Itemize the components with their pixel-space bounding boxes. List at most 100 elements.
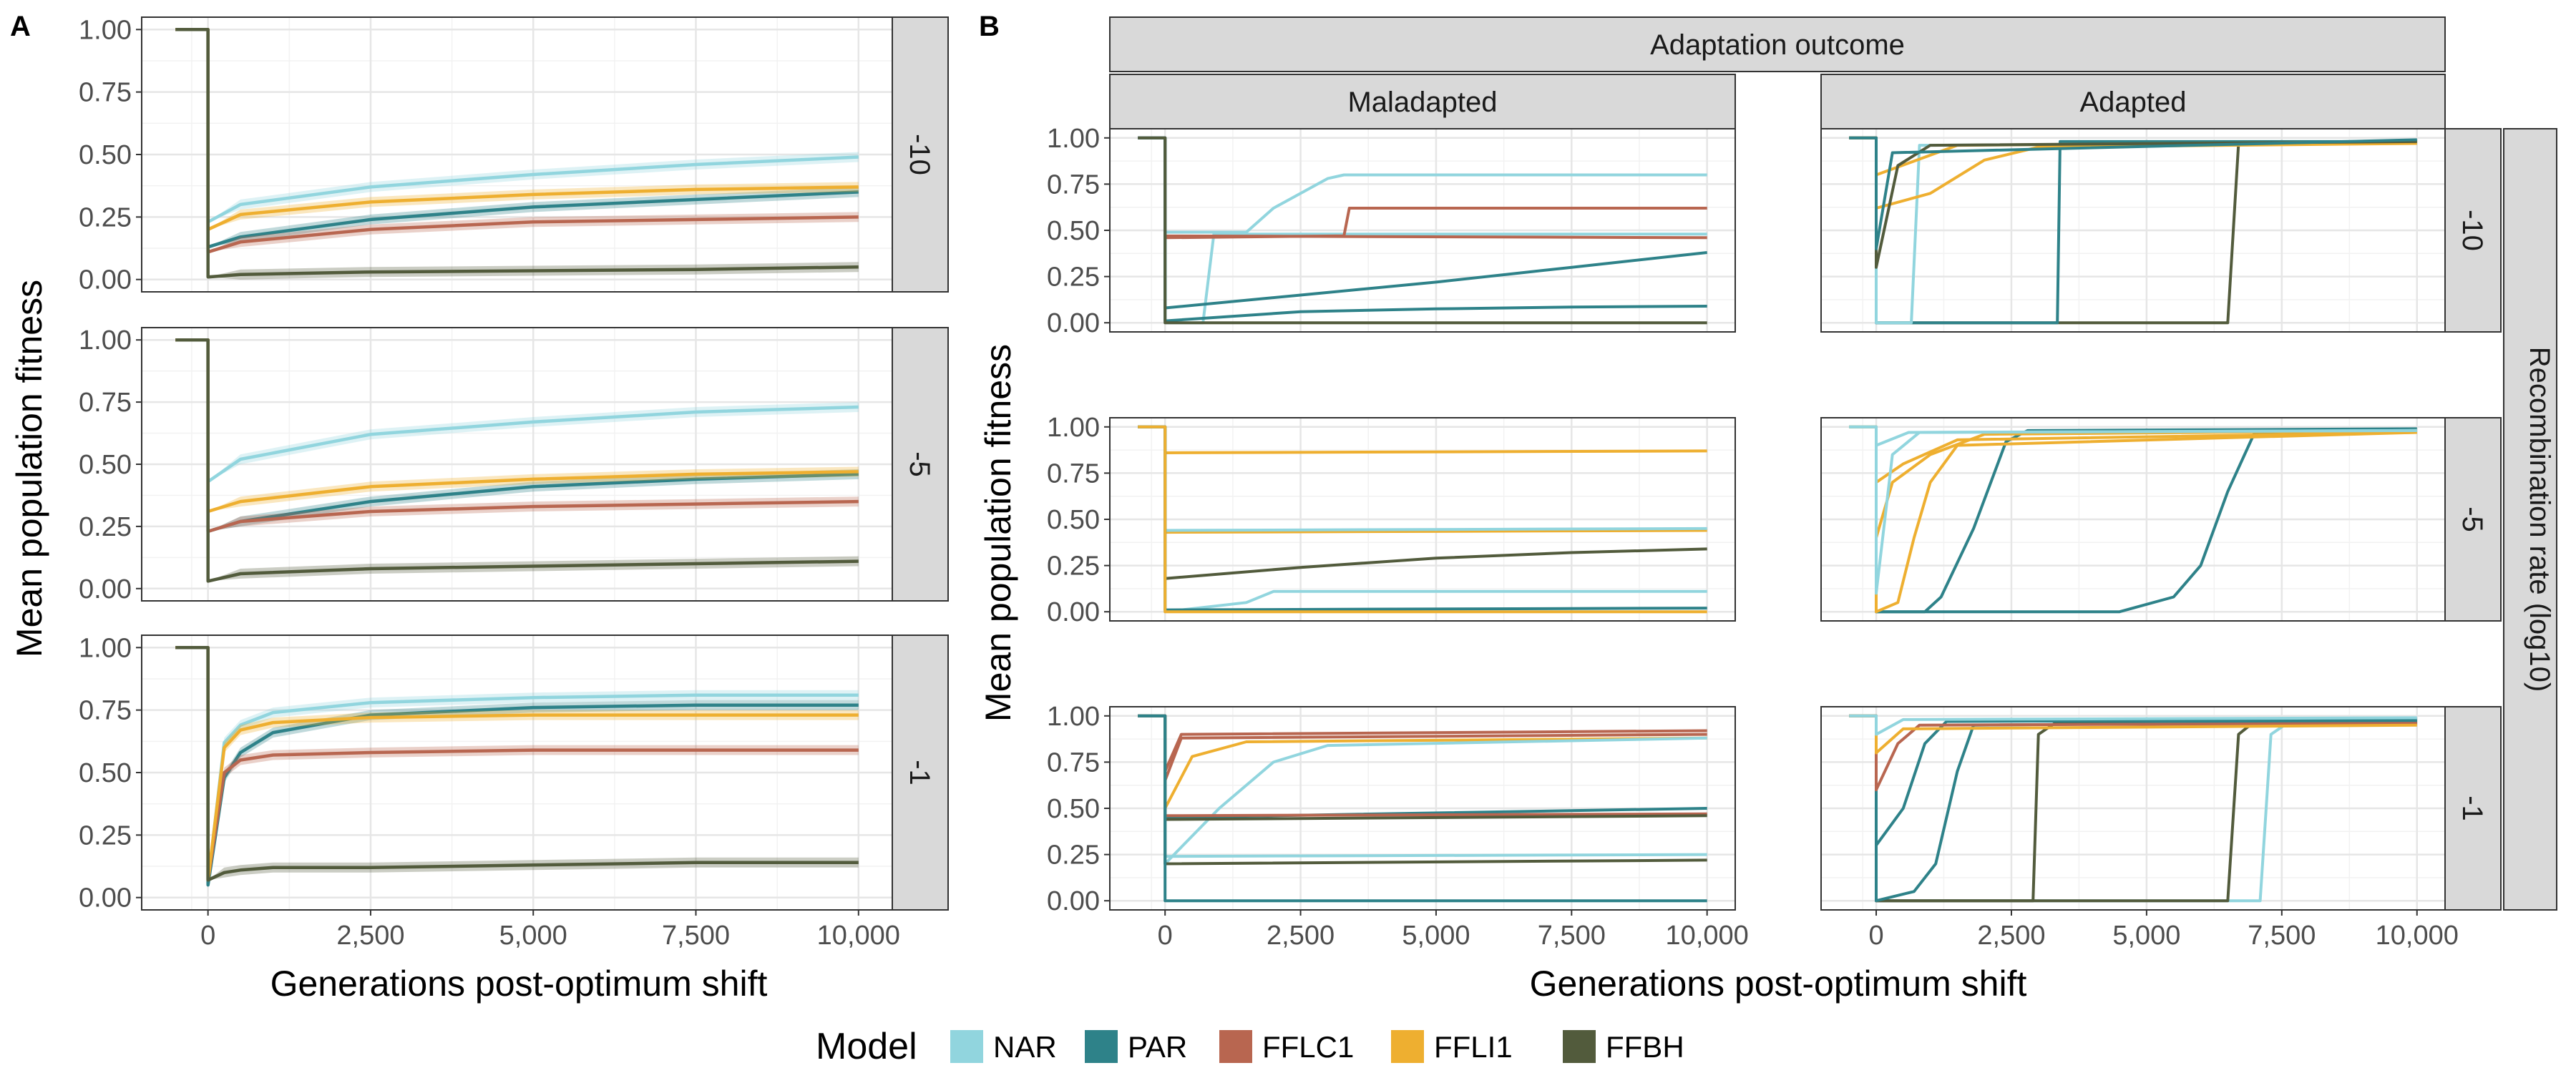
panel-label-a: A <box>10 11 31 42</box>
panel-b-row-strip-2 <box>2444 706 2502 911</box>
series-line-fflc1 <box>1138 136 1707 240</box>
outcome-strip-adapted <box>1820 74 2446 129</box>
series-line-ffli1 <box>1849 425 2417 539</box>
legend-label-par: PAR <box>1128 1030 1187 1064</box>
panel-b-row-strip-0 <box>2444 128 2502 333</box>
series-line-fflc1 <box>175 646 859 882</box>
y-tick-label: 0.00 <box>1047 886 1100 916</box>
y-tick-label: 1.00 <box>1047 702 1100 732</box>
legend-label-ffbh: FFBH <box>1606 1030 1684 1064</box>
x-tick-label: 0 <box>1868 921 1883 951</box>
y-tick-label: 1.00 <box>1047 124 1100 154</box>
y-tick-label: 0.75 <box>1047 748 1100 778</box>
series-line-ffli1 <box>1849 136 2417 210</box>
y-tick-label: 0.00 <box>79 574 132 604</box>
x-tick-label: 10,000 <box>1666 921 1749 951</box>
y-tick-label: 0.75 <box>1047 170 1100 200</box>
x-tick-label: 5,000 <box>2112 921 2180 951</box>
y-tick-label: 0.75 <box>1047 459 1100 489</box>
series-line-par <box>1138 136 1707 323</box>
x-tick-label: 2,500 <box>1977 921 2045 951</box>
outcome-label-adapted: Adapted <box>2079 87 2186 118</box>
series-line-par <box>1138 425 1707 612</box>
series-ribbon-par <box>175 340 859 531</box>
panel-a-row-strip-1-label: -5 <box>904 451 935 477</box>
series-line-fflc1 <box>1138 136 1707 240</box>
x-tick-label: 7,500 <box>1538 921 1606 951</box>
y-tick-label: 0.25 <box>1047 552 1100 582</box>
series-ribbon-ffli1 <box>175 29 859 230</box>
y-tick-label: 0.00 <box>79 883 132 913</box>
panel-b-row-strip-1-label: -5 <box>2457 506 2488 532</box>
series-line-nar <box>175 338 859 484</box>
panel-b-row-strip-0-label: -10 <box>2457 210 2488 251</box>
y-tick-label: 0.50 <box>79 450 132 480</box>
panel-a-ylabel: Mean population fitness <box>9 280 49 657</box>
y-tick-label: 1.00 <box>79 15 132 45</box>
series-line-ffli1 <box>1849 425 2417 484</box>
y-tick-label: 0.75 <box>79 78 132 108</box>
y-tick-label: 0.00 <box>1047 308 1100 338</box>
series-line-nar <box>1849 425 2417 447</box>
x-tick-label: 2,500 <box>1267 921 1335 951</box>
panel-b-xlabel: Generations post-optimum shift <box>1530 964 2027 1004</box>
legend-key-ffli1 <box>1391 1030 1424 1063</box>
legend-key-ffbh <box>1563 1030 1596 1063</box>
series-line-ffli1 <box>1138 425 1707 454</box>
x-tick-label: 10,000 <box>817 921 900 951</box>
series-line-nar <box>1138 425 1707 532</box>
legend-key-fflc1 <box>1219 1030 1252 1063</box>
series-ribbon-par <box>175 29 859 248</box>
series-line-par <box>1849 714 2417 847</box>
panel-a-row-strip-1 <box>892 327 949 602</box>
legend-label-nar: NAR <box>993 1030 1057 1064</box>
legend-key-par <box>1085 1030 1118 1063</box>
panel-b-ylabel: Mean population fitness <box>978 344 1018 722</box>
y-tick-label: 1.00 <box>1047 413 1100 443</box>
legend-key-nar <box>950 1030 983 1063</box>
x-tick-label: 5,000 <box>499 921 567 951</box>
series-ribbon-ffbh <box>175 647 859 881</box>
legend-label-fflc1: FFLC1 <box>1262 1030 1354 1064</box>
series-line-nar <box>175 646 859 885</box>
legend: Model NAR PAR FFLC1 FFLI1 FFBH <box>816 1026 1684 1067</box>
y-tick-label: 0.25 <box>1047 841 1100 871</box>
series-line-ffli1 <box>1138 425 1707 614</box>
panel-b-row-strip-2-label: -1 <box>2457 795 2488 821</box>
series-ribbon-par <box>175 647 859 886</box>
legend-title: Model <box>816 1026 917 1067</box>
y-tick-label: 0.75 <box>79 388 132 418</box>
series-line-ffbh <box>175 28 859 279</box>
x-tick-label: 2,500 <box>336 921 404 951</box>
series-line-par <box>175 646 859 887</box>
panel-a-row-strip-2-label: -1 <box>904 760 935 785</box>
series-line-ffbh <box>175 646 859 882</box>
series-ribbon-ffli1 <box>175 340 859 511</box>
panel-a-xlabel: Generations post-optimum shift <box>270 964 768 1004</box>
y-tick-label: 0.50 <box>1047 794 1100 824</box>
series-line-nar <box>1849 714 2417 736</box>
outcome-header-label: Adaptation outcome <box>1650 29 1905 61</box>
series-line-par <box>1138 714 1707 903</box>
y-tick-label: 0.25 <box>79 820 132 851</box>
y-tick-label: 0.00 <box>1047 597 1100 627</box>
y-tick-label: 0.75 <box>79 696 132 726</box>
series-line-ffbh <box>175 338 859 583</box>
y-tick-label: 1.00 <box>79 325 132 356</box>
series-ribbon-ffli1 <box>175 647 859 881</box>
series-ribbon-ffbh <box>175 340 859 582</box>
x-tick-label: 0 <box>1158 921 1173 951</box>
panel-a-row-strip-0 <box>892 16 949 293</box>
series-line-ffbh <box>1849 136 2417 269</box>
series-line-ffli1 <box>175 646 859 882</box>
x-tick-label: 0 <box>200 921 215 951</box>
x-tick-label: 5,000 <box>1402 921 1470 951</box>
x-tick-label: 7,500 <box>662 921 730 951</box>
y-tick-label: 0.50 <box>1047 216 1100 246</box>
series-line-par <box>1138 136 1707 310</box>
outcome-strip-maladapted <box>1109 74 1736 129</box>
y-tick-label: 0.25 <box>1047 263 1100 293</box>
panel-a-row-strip-0-label: -10 <box>904 134 935 175</box>
legend-label-ffli1: FFLI1 <box>1434 1030 1513 1064</box>
